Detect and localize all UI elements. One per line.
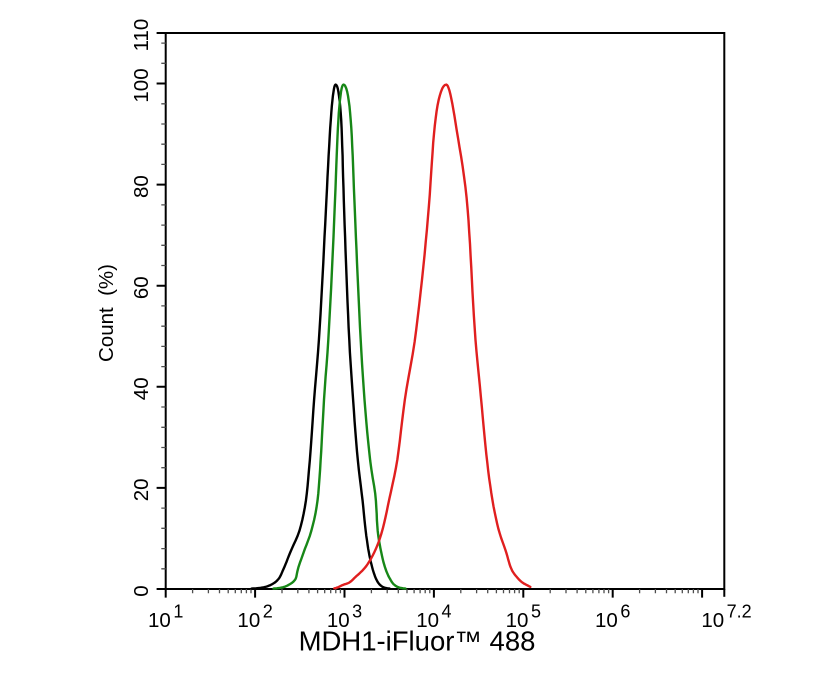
svg-text:80: 80 — [130, 175, 153, 198]
svg-text:Count (%): Count (%) — [95, 264, 118, 362]
svg-text:40: 40 — [130, 377, 153, 400]
svg-text:0: 0 — [130, 585, 153, 596]
svg-text:20: 20 — [130, 478, 153, 501]
svg-text:100: 100 — [130, 68, 153, 102]
svg-text:60: 60 — [130, 276, 153, 299]
svg-text:MDH1-iFluor™ 488: MDH1-iFluor™ 488 — [299, 626, 536, 657]
svg-text:110: 110 — [130, 19, 153, 52]
